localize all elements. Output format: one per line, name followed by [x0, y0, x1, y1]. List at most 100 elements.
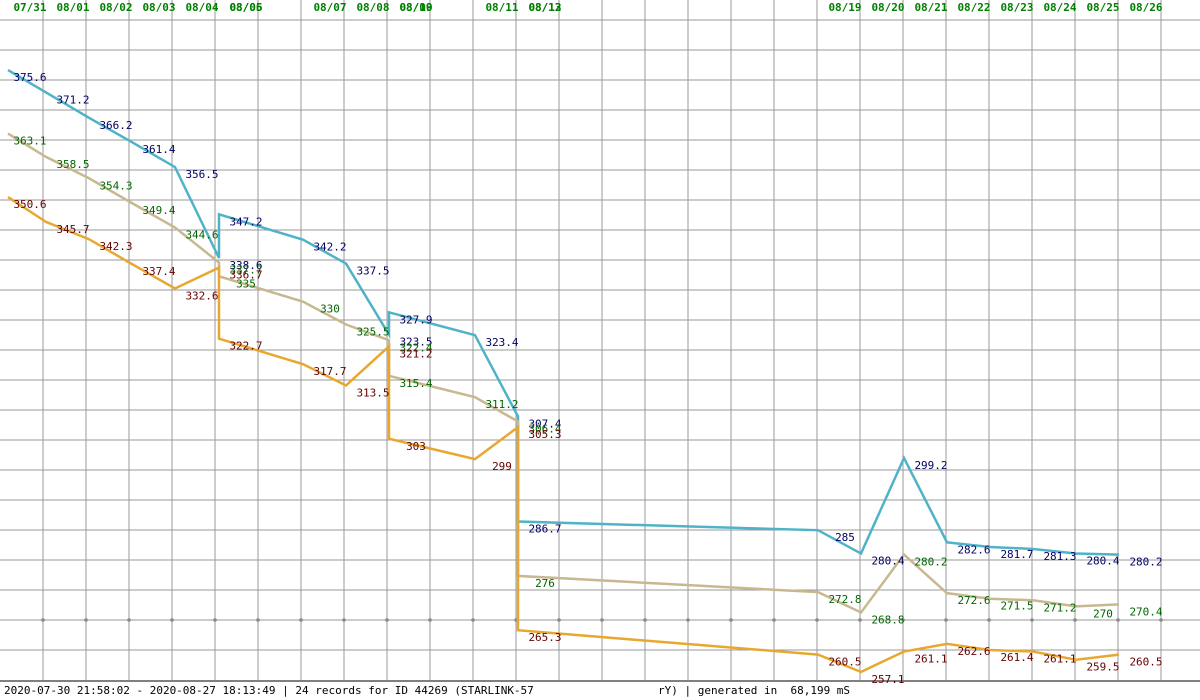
value-label: 349.4: [142, 204, 175, 217]
value-label: 363.1: [13, 135, 46, 148]
value-label: 311.2: [485, 398, 518, 411]
value-label: 315.4: [399, 377, 432, 390]
grid-dot: [84, 618, 88, 622]
grid-dot: [557, 618, 561, 622]
value-label: 280.4: [1086, 555, 1119, 568]
value-label: 303: [406, 440, 426, 453]
value-label: 332.6: [185, 289, 218, 302]
value-label: 323.4: [485, 336, 518, 349]
value-label: 282.6: [957, 543, 990, 556]
value-label: 337.7: [229, 264, 262, 277]
value-label: 270.4: [1129, 605, 1162, 618]
value-label: 338.6: [229, 259, 262, 272]
value-label: 299.2: [914, 459, 947, 472]
series-line: [7, 195, 1120, 674]
value-label: 336.7: [229, 269, 262, 282]
value-label: 257.1: [871, 673, 904, 686]
value-label: 350.6: [13, 198, 46, 211]
value-label: 342.3: [99, 240, 132, 253]
grid-dot: [772, 618, 776, 622]
value-label: 305.3: [528, 428, 561, 441]
date-label: 08/06: [229, 1, 262, 14]
grid-dot: [1159, 618, 1163, 622]
grid-dot: [256, 618, 260, 622]
value-label: 261.4: [1000, 651, 1033, 664]
value-label: 307.4: [528, 417, 561, 430]
value-label: 261.1: [1043, 653, 1076, 666]
date-label: 08/22: [957, 1, 990, 14]
grid-dot: [342, 618, 346, 622]
date-label: 08/02: [99, 1, 132, 14]
value-label: 272.6: [957, 594, 990, 607]
value-label: 344.6: [185, 229, 218, 242]
value-label: 356.5: [185, 168, 218, 181]
grid-dot: [385, 618, 389, 622]
value-label: 281.7: [1000, 548, 1033, 561]
date-label: 08/04: [185, 1, 218, 14]
value-label: 322.7: [229, 340, 262, 353]
value-label: 272.8: [828, 593, 861, 606]
value-label: 299: [492, 460, 512, 473]
grid-dot: [1030, 618, 1034, 622]
date-label: 08/05: [229, 1, 262, 14]
grid-dot: [729, 618, 733, 622]
date-label: 08/01: [56, 1, 89, 14]
footer-left: 2020-07-30 21:58:02 - 2020-08-27 18:13:4…: [4, 684, 534, 697]
date-label: 08/26: [1129, 1, 1162, 14]
grid-dot: [987, 618, 991, 622]
grid-dot: [944, 618, 948, 622]
value-label: 361.4: [142, 143, 175, 156]
grid-dot: [1073, 618, 1077, 622]
grid-dot: [299, 618, 303, 622]
value-label: 371.2: [56, 93, 89, 106]
value-label: 270: [1093, 607, 1113, 620]
date-label: 08/08: [356, 1, 389, 14]
date-label: 08/09: [399, 1, 432, 14]
value-label: 322.4: [399, 341, 432, 354]
grid-dot: [471, 618, 475, 622]
grid-dot: [1116, 618, 1120, 622]
value-label: 317.7: [313, 365, 346, 378]
value-label: 261.1: [914, 653, 947, 666]
value-label: 366.2: [99, 119, 132, 132]
date-label: 07/31: [13, 1, 46, 14]
value-label: 354.3: [99, 179, 132, 192]
grid-dot: [643, 618, 647, 622]
grid-dot: [127, 618, 131, 622]
value-label: 260.5: [828, 656, 861, 669]
value-label: 345.7: [56, 223, 89, 236]
date-label: 08/25: [1086, 1, 1119, 14]
grid-dot: [858, 618, 862, 622]
grid-dot: [901, 618, 905, 622]
series-line: [7, 69, 1120, 556]
date-label: 08/10: [399, 1, 432, 14]
grid: [0, 0, 1200, 680]
value-label: 327.9: [399, 313, 432, 326]
date-label: 08/21: [914, 1, 947, 14]
value-label: 342.2: [313, 241, 346, 254]
value-label: 265.3: [528, 631, 561, 644]
date-label: 08/19: [828, 1, 861, 14]
date-label: 08/23: [1000, 1, 1033, 14]
grid-dot: [686, 618, 690, 622]
date-label: 08/03: [142, 1, 175, 14]
footer-right: rY) | generated in 68,199 mS: [658, 684, 850, 697]
value-label: 262.6: [957, 645, 990, 658]
value-label: 347.2: [229, 215, 262, 228]
date-label: 08/13: [528, 1, 561, 14]
grid-dot: [600, 618, 604, 622]
grid-dot: [428, 618, 432, 622]
value-label: 321.2: [399, 347, 432, 360]
date-label: 08/20: [871, 1, 904, 14]
date-label: 08/07: [313, 1, 346, 14]
series-line: [7, 132, 1120, 615]
value-label: 325.5: [356, 326, 389, 339]
value-label: 280.2: [914, 556, 947, 569]
value-label: 286.7: [528, 523, 561, 536]
value-label: 313.5: [356, 386, 389, 399]
grid-dot: [213, 618, 217, 622]
value-label: 337.5: [356, 265, 389, 278]
value-label: 358.5: [56, 158, 89, 171]
value-label: 323.5: [399, 336, 432, 349]
